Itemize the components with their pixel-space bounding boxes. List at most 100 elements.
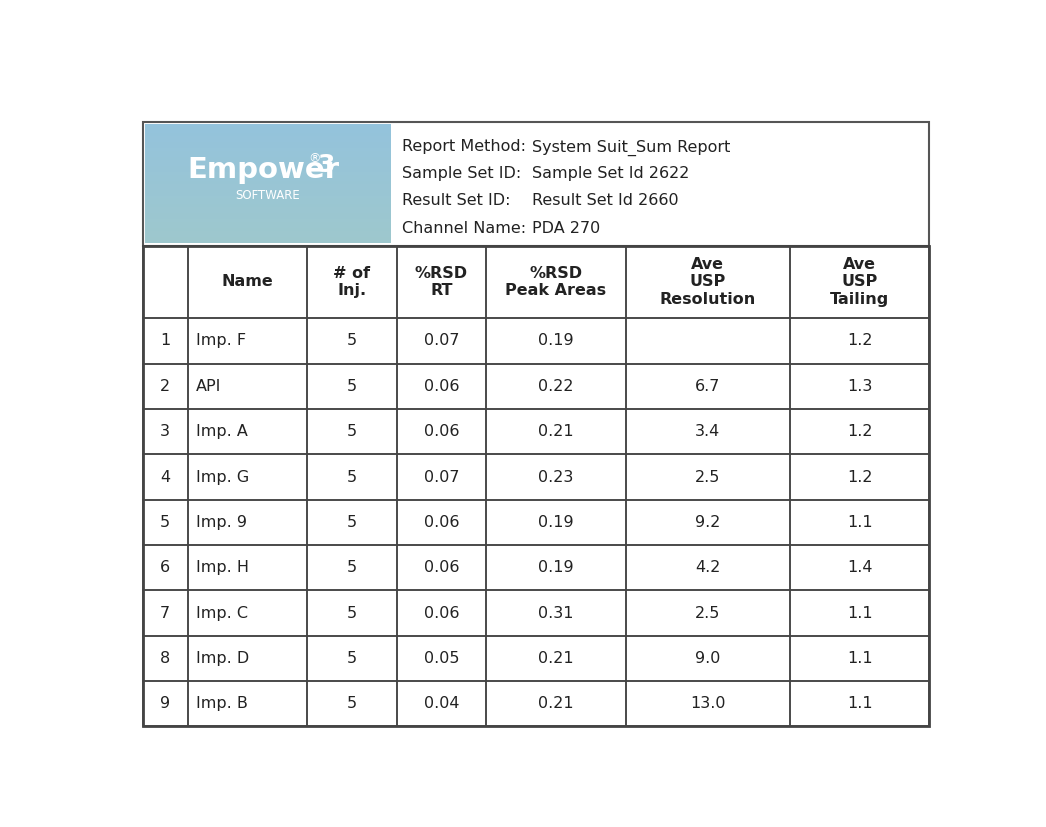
Bar bbox=[486, 318, 626, 364]
Bar bbox=[144, 142, 391, 145]
Text: 5: 5 bbox=[347, 651, 357, 666]
Bar bbox=[308, 454, 396, 500]
Bar bbox=[486, 500, 626, 545]
Text: 0.06: 0.06 bbox=[424, 515, 459, 530]
Bar bbox=[308, 364, 396, 409]
Text: 1.1: 1.1 bbox=[847, 515, 872, 530]
Text: 3: 3 bbox=[160, 424, 170, 439]
Bar bbox=[396, 454, 486, 500]
Bar bbox=[396, 681, 486, 726]
Text: 0.04: 0.04 bbox=[424, 696, 459, 711]
Text: Imp. A: Imp. A bbox=[196, 424, 248, 439]
Bar bbox=[144, 165, 391, 169]
Text: 0.23: 0.23 bbox=[539, 470, 573, 485]
Bar bbox=[144, 202, 391, 204]
Bar bbox=[143, 122, 929, 246]
Text: 9: 9 bbox=[160, 696, 170, 711]
Bar bbox=[187, 500, 308, 545]
Bar bbox=[144, 210, 391, 213]
Bar bbox=[144, 217, 391, 219]
Text: 4: 4 bbox=[160, 470, 170, 485]
Text: Imp. G: Imp. G bbox=[196, 470, 249, 485]
Text: 3.4: 3.4 bbox=[696, 424, 721, 439]
Text: ®: ® bbox=[309, 151, 321, 165]
Bar bbox=[144, 204, 391, 208]
Text: 5: 5 bbox=[347, 470, 357, 485]
Text: 2.5: 2.5 bbox=[696, 605, 721, 620]
Text: 0.19: 0.19 bbox=[539, 560, 574, 576]
Bar bbox=[144, 160, 391, 163]
Text: Report Method:: Report Method: bbox=[403, 140, 526, 155]
Bar bbox=[187, 409, 308, 454]
Bar bbox=[144, 240, 391, 243]
Bar bbox=[626, 681, 790, 726]
Text: 0.06: 0.06 bbox=[424, 605, 459, 620]
Bar bbox=[308, 500, 396, 545]
Bar bbox=[144, 232, 391, 234]
Bar bbox=[486, 454, 626, 500]
Bar bbox=[396, 500, 486, 545]
Text: 4.2: 4.2 bbox=[696, 560, 721, 576]
Bar bbox=[144, 178, 391, 180]
Text: 0.06: 0.06 bbox=[424, 560, 459, 576]
Text: 0.06: 0.06 bbox=[424, 424, 459, 439]
Bar bbox=[626, 545, 790, 590]
Bar bbox=[486, 681, 626, 726]
Text: %RSD
RT: %RSD RT bbox=[415, 265, 468, 299]
Text: 5: 5 bbox=[347, 424, 357, 439]
Text: 5: 5 bbox=[347, 333, 357, 348]
Text: System Suit_Sum Report: System Suit_Sum Report bbox=[532, 140, 730, 155]
Text: 1.4: 1.4 bbox=[847, 560, 872, 576]
Bar bbox=[144, 145, 391, 148]
Text: 2: 2 bbox=[160, 379, 170, 394]
Bar bbox=[790, 409, 929, 454]
Bar bbox=[486, 364, 626, 409]
Bar bbox=[187, 636, 308, 681]
Bar bbox=[396, 545, 486, 590]
Text: %RSD
Peak Areas: %RSD Peak Areas bbox=[505, 265, 607, 299]
Text: 6: 6 bbox=[160, 560, 170, 576]
Bar bbox=[187, 454, 308, 500]
Text: 5: 5 bbox=[347, 696, 357, 711]
Bar bbox=[144, 208, 391, 210]
Bar bbox=[144, 187, 391, 189]
Bar bbox=[143, 500, 187, 545]
Text: 7: 7 bbox=[160, 605, 170, 620]
Bar bbox=[187, 318, 308, 364]
Text: SOFTWARE: SOFTWARE bbox=[235, 189, 300, 202]
Bar bbox=[187, 590, 308, 636]
Bar bbox=[144, 174, 391, 178]
Bar bbox=[144, 195, 391, 198]
Bar bbox=[790, 590, 929, 636]
Bar bbox=[626, 454, 790, 500]
Bar bbox=[308, 409, 396, 454]
Text: 5: 5 bbox=[347, 605, 357, 620]
Bar bbox=[790, 636, 929, 681]
Text: 1.1: 1.1 bbox=[847, 605, 872, 620]
Text: Sample Set ID:: Sample Set ID: bbox=[403, 166, 522, 181]
Text: 0.21: 0.21 bbox=[539, 696, 574, 711]
Text: 0.06: 0.06 bbox=[424, 379, 459, 394]
Text: 1.1: 1.1 bbox=[847, 696, 872, 711]
Bar bbox=[144, 124, 391, 127]
Bar bbox=[143, 681, 187, 726]
Bar bbox=[144, 151, 391, 154]
Text: Imp. H: Imp. H bbox=[196, 560, 249, 576]
Bar bbox=[790, 246, 929, 318]
Bar bbox=[396, 318, 486, 364]
Bar bbox=[486, 636, 626, 681]
Bar bbox=[187, 246, 308, 318]
Bar bbox=[144, 225, 391, 228]
Bar bbox=[790, 318, 929, 364]
Text: 9.2: 9.2 bbox=[696, 515, 721, 530]
Bar bbox=[187, 545, 308, 590]
Text: PDA 270: PDA 270 bbox=[532, 221, 600, 236]
Text: Result Set Id 2660: Result Set Id 2660 bbox=[532, 194, 679, 208]
Bar bbox=[144, 157, 391, 160]
Text: Imp. C: Imp. C bbox=[196, 605, 248, 620]
Bar bbox=[144, 234, 391, 237]
Bar bbox=[187, 364, 308, 409]
Text: 0.31: 0.31 bbox=[539, 605, 574, 620]
Bar bbox=[626, 409, 790, 454]
Bar bbox=[144, 169, 391, 172]
